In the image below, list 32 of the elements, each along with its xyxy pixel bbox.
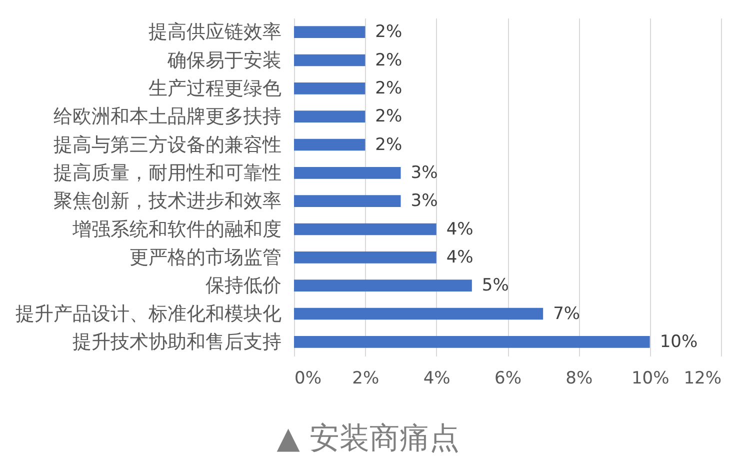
- text: ▲ 安装商痛点: [276, 421, 460, 456]
- x-tick-label: 4%: [423, 368, 450, 388]
- x-tick-label: 12%: [684, 368, 722, 388]
- data-label: 7%: [553, 304, 580, 324]
- y-tick-label: 提升技术协助和售后支持: [72, 330, 282, 353]
- data-label: 4%: [446, 247, 474, 268]
- data-label: 3%: [410, 162, 438, 183]
- x-tick-label: 2%: [352, 368, 380, 388]
- x-tick-label: 8%: [566, 368, 593, 388]
- y-tick-label: 给欧洲和本土品牌更多扶持: [54, 106, 282, 128]
- data-label: 2%: [375, 106, 402, 127]
- y-tick-label: 更严格的市场监管: [130, 246, 282, 268]
- y-tick-label: 提高质量，耐用性和可靠性: [54, 162, 282, 184]
- y-tick-label: 提升产品设计、标准化和模块化: [16, 302, 282, 325]
- data-label: 10%: [660, 332, 698, 352]
- y-tick-label: 生产过程更绿色: [148, 77, 282, 100]
- y-tick-label: 提高供应链效率: [148, 21, 282, 44]
- y-tick-label: 提高与第三方设备的兼容性: [54, 134, 282, 156]
- y-tick-label: 保持低价: [206, 274, 282, 297]
- x-tick-label: 6%: [494, 368, 522, 388]
- data-label: 2%: [375, 50, 402, 70]
- x-tick-label: 10%: [631, 368, 670, 388]
- y-tick-label: 增强系统和软件的融和度: [72, 218, 282, 240]
- data-label: 3%: [410, 191, 438, 212]
- data-label: 5%: [482, 276, 509, 296]
- y-tick-label: 确保易于安装: [166, 49, 282, 72]
- y-tick-label: 聚焦创新，技术进步和效率: [54, 190, 282, 212]
- x-tick-label: 0%: [294, 368, 322, 388]
- data-label: 2%: [375, 22, 402, 42]
- data-label: 2%: [375, 134, 402, 155]
- data-label: 2%: [375, 78, 402, 98]
- data-label: 4%: [446, 219, 474, 240]
